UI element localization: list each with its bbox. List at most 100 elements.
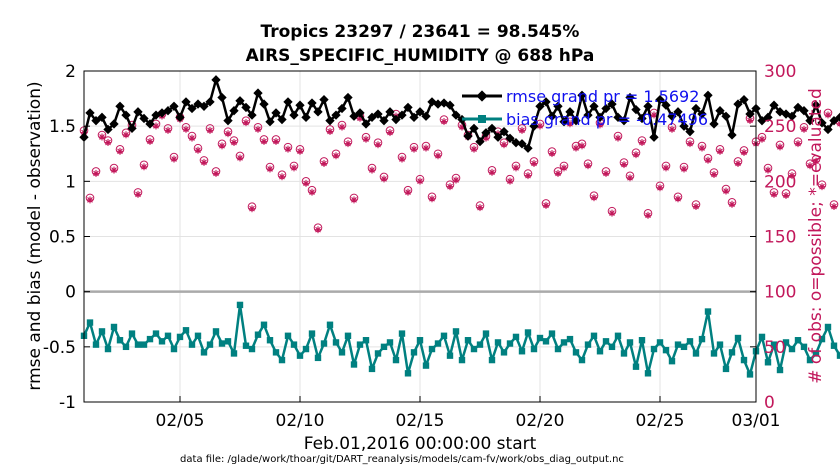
bias-point bbox=[494, 339, 502, 346]
bias-point bbox=[734, 334, 742, 342]
obs-evaluated-marker bbox=[512, 164, 520, 172]
bias-point bbox=[218, 340, 226, 347]
bias-point bbox=[326, 321, 334, 328]
x-tick-label: 02/20 bbox=[516, 411, 565, 431]
bias-point bbox=[578, 356, 586, 364]
obs-evaluated-marker bbox=[410, 145, 418, 153]
chart-title-line2: AIRS_SPECIFIC_HUMIDITY @ 688 hPa bbox=[246, 46, 595, 66]
bias-point bbox=[380, 343, 388, 351]
rmse-point bbox=[505, 133, 515, 143]
bias-point bbox=[350, 361, 358, 368]
bias-point bbox=[602, 338, 610, 345]
bias-point bbox=[404, 370, 412, 377]
bias-point bbox=[440, 332, 448, 339]
obs-evaluated-marker bbox=[374, 141, 382, 149]
rmse-point bbox=[343, 92, 353, 103]
rmse-point bbox=[763, 112, 773, 123]
obs-evaluated-marker bbox=[764, 166, 772, 174]
rmse-point bbox=[715, 106, 725, 116]
obs-evaluated-marker bbox=[782, 191, 790, 199]
y-left-tick-label: 2 bbox=[65, 62, 76, 82]
bias-point bbox=[362, 337, 370, 344]
obs-evaluated-marker bbox=[224, 130, 232, 138]
obs-evaluated-marker bbox=[776, 143, 784, 151]
obs-evaluated-marker bbox=[230, 139, 238, 147]
rmse-point bbox=[667, 111, 677, 121]
obs-evaluated-marker bbox=[194, 146, 202, 154]
bias-point bbox=[548, 330, 556, 337]
rmse-point bbox=[283, 97, 293, 107]
bias-point bbox=[782, 339, 790, 346]
obs-evaluated-marker bbox=[344, 140, 352, 148]
bias-point bbox=[416, 337, 424, 344]
bias-point bbox=[620, 350, 628, 357]
obs-evaluated-marker bbox=[698, 144, 706, 152]
obs-evaluated-marker bbox=[578, 142, 586, 150]
legend-bias-marker bbox=[478, 115, 486, 123]
bias-point bbox=[284, 332, 292, 339]
obs-evaluated-marker bbox=[254, 125, 262, 133]
rmse-point bbox=[391, 114, 401, 125]
bias-point bbox=[110, 323, 118, 331]
y-right-tick-label: 150 bbox=[764, 228, 796, 248]
rmse-point bbox=[355, 108, 365, 118]
obs-evaluated-marker bbox=[548, 150, 556, 158]
y-left-tick-label: 1 bbox=[65, 172, 76, 192]
obs-evaluated-marker bbox=[170, 155, 178, 163]
rmse-point bbox=[553, 101, 563, 111]
obs-evaluated-marker bbox=[440, 118, 448, 126]
bias-point bbox=[818, 335, 826, 343]
rmse-point bbox=[499, 127, 509, 137]
rmse-point bbox=[115, 101, 125, 111]
bias-point bbox=[248, 345, 256, 353]
bias-point bbox=[368, 365, 376, 373]
obs-evaluated-marker bbox=[332, 152, 340, 160]
bias-point bbox=[770, 341, 778, 348]
rmse-point bbox=[271, 108, 281, 118]
obs-evaluated-marker bbox=[92, 169, 100, 177]
rmse-point bbox=[301, 112, 311, 123]
x-tick-label: 02/10 bbox=[276, 411, 325, 431]
obs-evaluated-marker bbox=[758, 135, 766, 143]
obs-evaluated-marker bbox=[188, 134, 196, 142]
obs-evaluated-marker bbox=[446, 183, 454, 191]
bias-point bbox=[230, 350, 238, 357]
obs-evaluated-marker bbox=[98, 133, 106, 141]
obs-evaluated-marker bbox=[326, 127, 334, 135]
obs-evaluated-marker bbox=[500, 141, 508, 149]
bias-point bbox=[710, 350, 718, 357]
obs-count-markers bbox=[79, 108, 840, 234]
obs-evaluated-marker bbox=[680, 165, 688, 173]
bias-point bbox=[296, 352, 304, 359]
obs-evaluated-marker bbox=[794, 140, 802, 148]
rmse-point bbox=[415, 107, 425, 117]
obs-evaluated-marker bbox=[806, 162, 814, 170]
rmse-point bbox=[121, 110, 131, 120]
obs-evaluated-marker bbox=[266, 165, 274, 173]
rmse-point bbox=[601, 103, 611, 114]
rmse-point bbox=[733, 99, 743, 109]
legend-rmse-text: rmse grand pr = 1.5692 bbox=[506, 87, 699, 106]
rmse-point bbox=[691, 103, 701, 114]
rmse-point bbox=[643, 101, 653, 111]
obs-evaluated-marker bbox=[506, 177, 514, 185]
rmse-point bbox=[175, 112, 185, 123]
rmse-point bbox=[625, 92, 635, 103]
obs-evaluated-marker bbox=[662, 164, 670, 172]
rmse-point bbox=[97, 112, 107, 123]
obs-evaluated-marker bbox=[632, 151, 640, 159]
bias-point bbox=[704, 308, 712, 315]
obs-evaluated-marker bbox=[308, 188, 316, 196]
obs-evaluated-marker bbox=[692, 203, 700, 211]
rmse-point bbox=[661, 100, 671, 110]
rmse-point bbox=[727, 130, 737, 140]
obs-evaluated-marker bbox=[830, 203, 838, 211]
rmse-point bbox=[529, 121, 539, 131]
bias-point bbox=[344, 332, 352, 339]
obs-evaluated-marker bbox=[284, 145, 292, 153]
obs-evaluated-marker bbox=[620, 161, 628, 169]
bias-point bbox=[170, 345, 178, 353]
bias-point bbox=[824, 323, 832, 331]
obs-evaluated-marker bbox=[668, 125, 676, 133]
